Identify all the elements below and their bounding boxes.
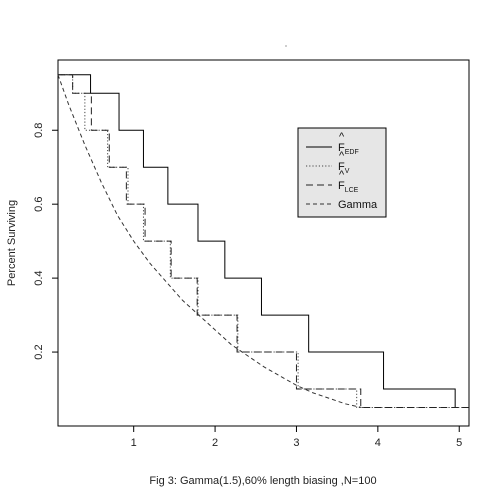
x-tick-label-1: 1 xyxy=(131,437,137,449)
legend-label-2: FLCE xyxy=(338,180,359,194)
legend-hat-0: ^ xyxy=(339,131,345,143)
legend: FEDF^FV^FLCE^Gamma xyxy=(297,127,387,218)
series-line-f-lce xyxy=(58,74,469,409)
x-tick-label-2: 2 xyxy=(212,437,218,449)
plot-frame xyxy=(57,59,470,427)
y-axis-label: Percent Surviving xyxy=(6,200,18,286)
y-axis: 0.2 0.4 0.6 0.8 xyxy=(33,123,58,360)
x-axis: 1 2 3 4 5 xyxy=(131,426,462,449)
x-tick-label-4: 4 xyxy=(375,437,381,449)
series-line-f-v xyxy=(58,74,469,409)
legend-label-0: FEDF xyxy=(338,142,359,156)
legend-hat-1: ^ xyxy=(339,150,345,162)
series-line-gamma xyxy=(57,74,362,409)
legend-label-1: FV xyxy=(338,161,350,175)
legend-label-3: Gamma xyxy=(338,199,378,211)
stray-dot xyxy=(285,45,287,47)
y-tick-label-0.4: 0.4 xyxy=(33,270,45,285)
x-axis-label: Fig 3: Gamma(1.5),60% length biasing ,N=… xyxy=(149,475,376,487)
x-tick-label-5: 5 xyxy=(456,437,462,449)
series-layer xyxy=(57,74,469,409)
legend-hat-2: ^ xyxy=(339,169,345,181)
series-line-f-edf xyxy=(58,74,456,408)
legend-box xyxy=(297,127,387,218)
y-tick-label-0.8: 0.8 xyxy=(33,123,45,138)
x-tick-label-3: 3 xyxy=(293,437,299,449)
y-tick-label-0.6: 0.6 xyxy=(33,197,45,212)
y-tick-label-0.2: 0.2 xyxy=(33,344,45,359)
